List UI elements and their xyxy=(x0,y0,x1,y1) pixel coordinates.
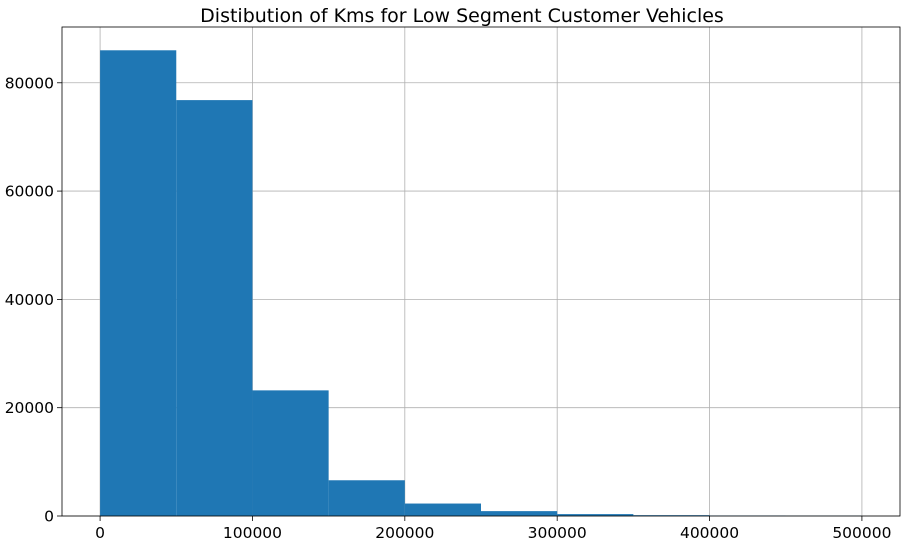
x-tick-label: 200000 xyxy=(375,524,434,542)
histogram-bar xyxy=(328,480,405,516)
histogram-bar xyxy=(557,514,634,516)
axes: 0 100000 200000 300000 400000 500000 0 20000 400… xyxy=(5,26,901,542)
histogram-bar xyxy=(100,50,177,517)
y-tick-label: 80000 xyxy=(5,74,54,92)
plot-frame xyxy=(61,26,901,517)
chart-title: Distibution of Kms for Low Segment Custo… xyxy=(200,5,724,27)
x-tick-label: 0 xyxy=(95,524,105,542)
histogram-bars xyxy=(100,50,862,517)
y-tick-label: 0 xyxy=(44,508,54,526)
histogram-bar xyxy=(633,515,710,516)
x-tick-label: 300000 xyxy=(528,524,587,542)
x-tick-label: 500000 xyxy=(832,524,891,542)
y-tick-label: 40000 xyxy=(5,291,54,309)
x-tick-label: 400000 xyxy=(680,524,739,542)
y-tick-label: 60000 xyxy=(5,183,54,201)
histogram-bar xyxy=(252,390,329,516)
histogram-bar xyxy=(404,503,481,516)
histogram-bar xyxy=(481,511,558,516)
histogram-bar xyxy=(176,100,253,516)
y-tick-label: 20000 xyxy=(5,399,54,417)
x-tick-label: 100000 xyxy=(223,524,282,542)
